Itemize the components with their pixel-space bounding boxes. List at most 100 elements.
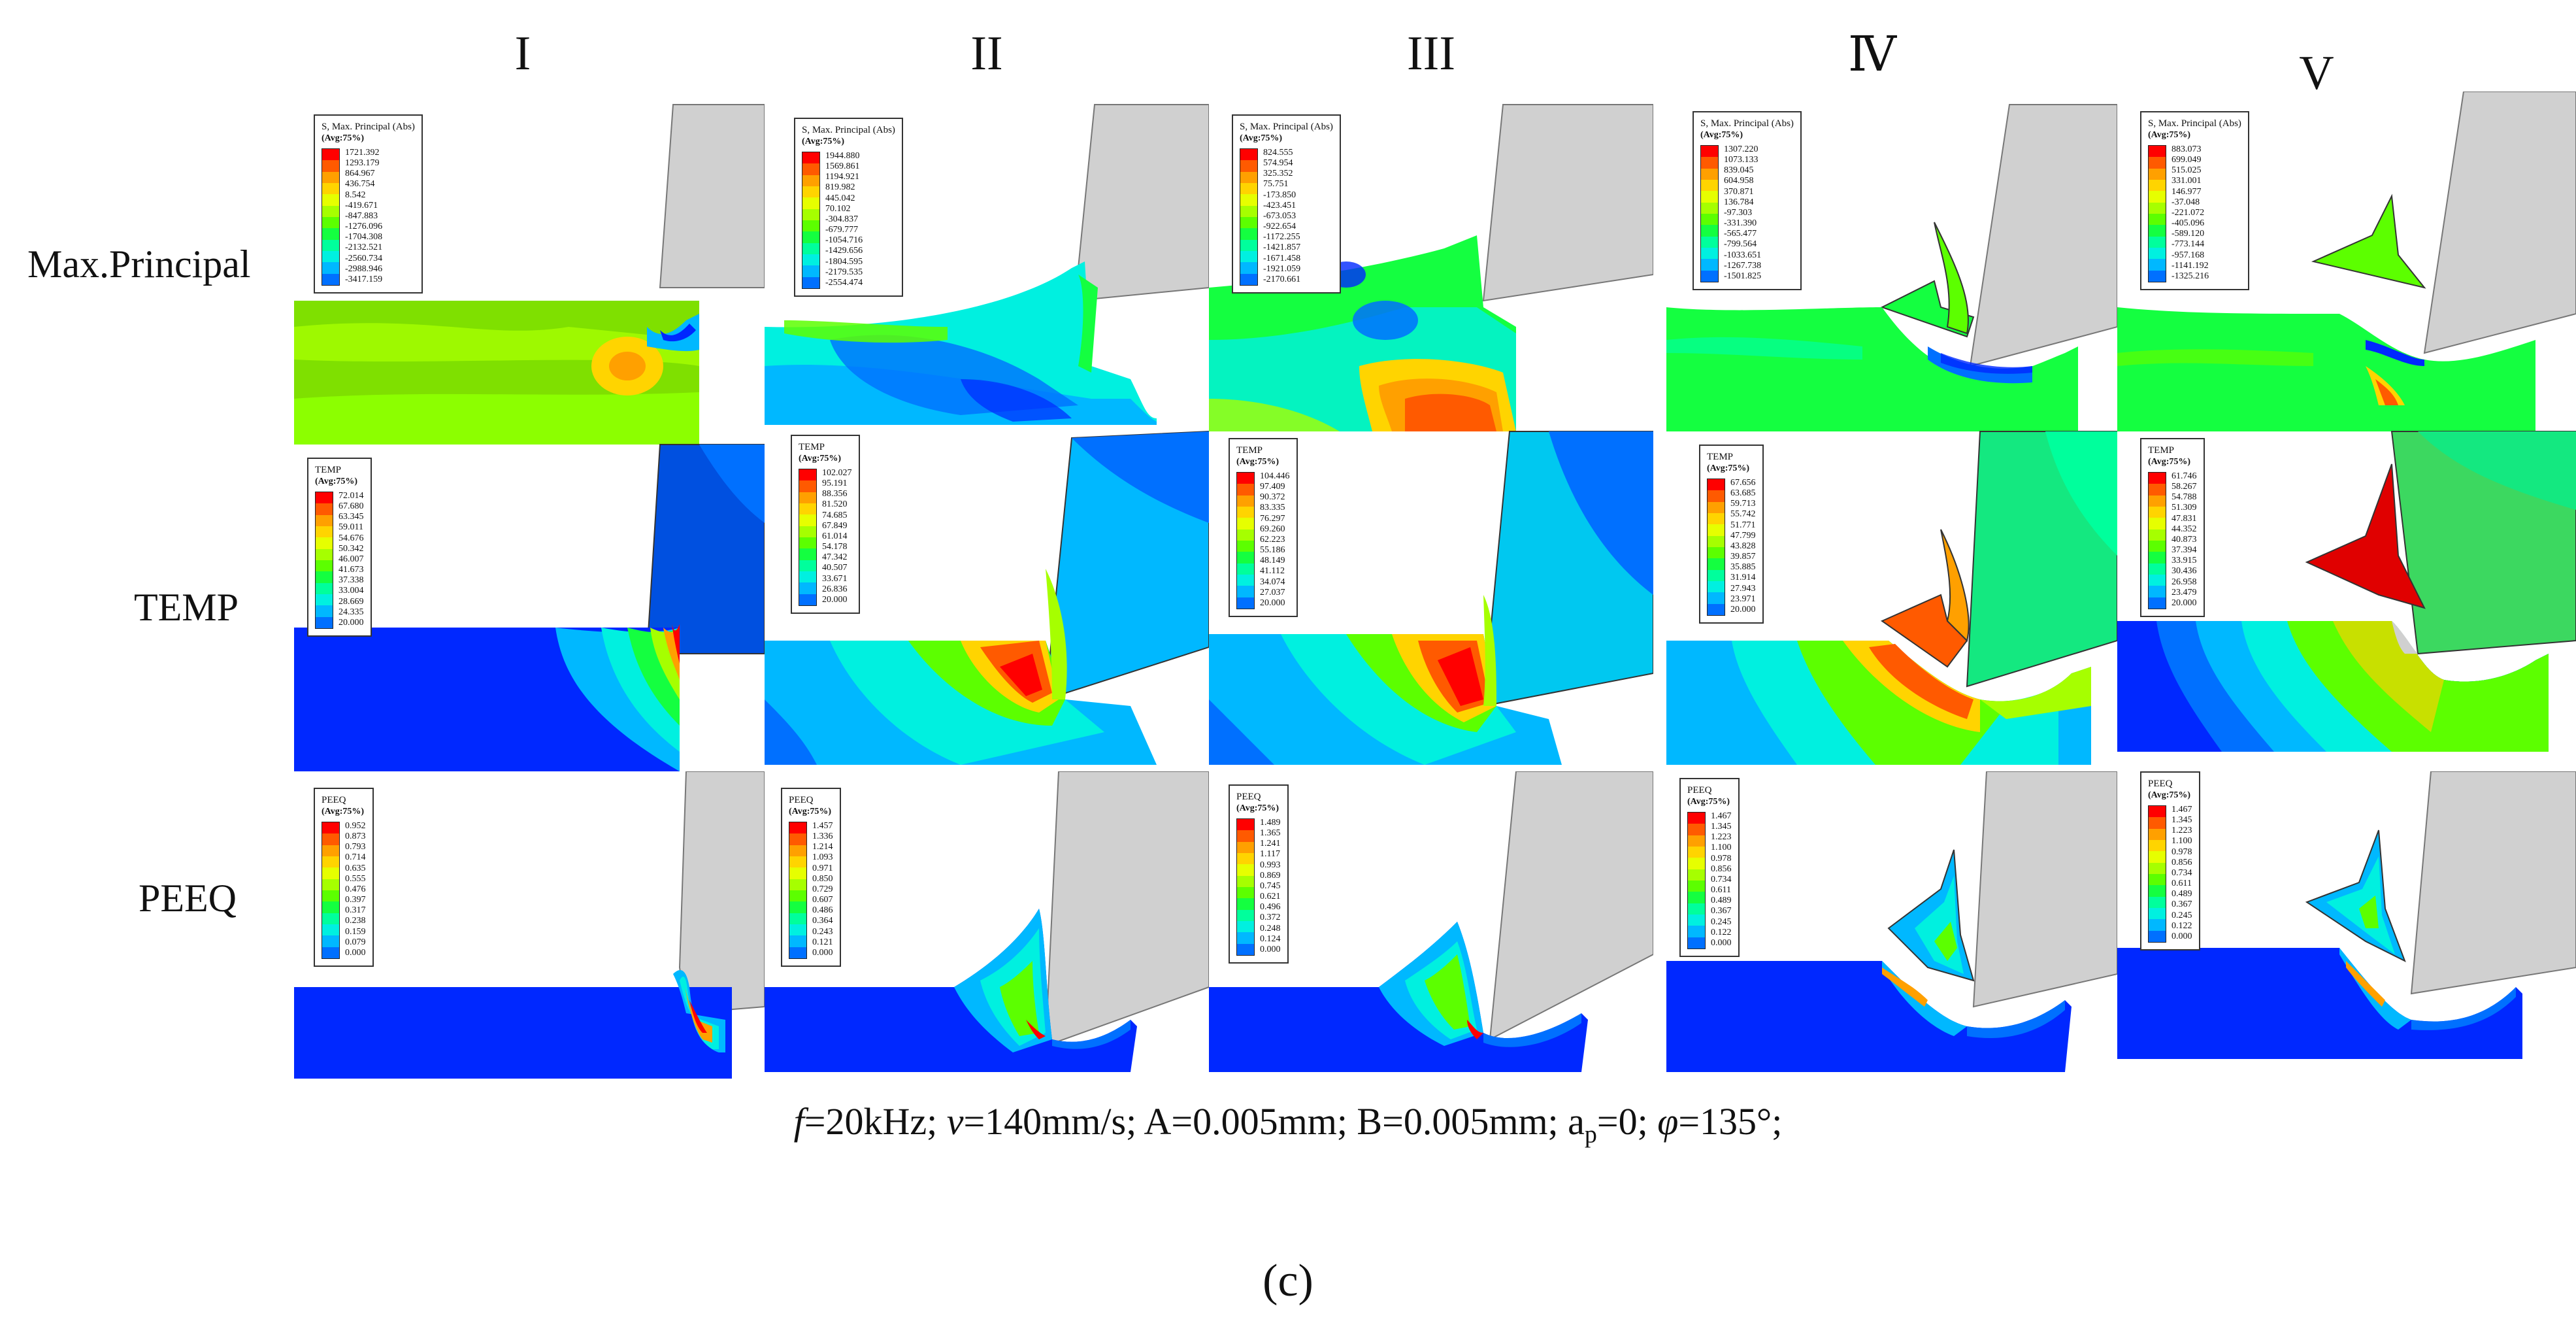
legend-value: -1804.595 (825, 256, 863, 267)
legend-value: 1307.220 (1724, 144, 1759, 154)
legend-color-band (2149, 518, 2166, 529)
legend-value: 20.000 (1260, 597, 1285, 608)
legend-value: 0.496 (1260, 902, 1281, 913)
legend-color-band (316, 594, 333, 606)
legend-value: -2132.521 (345, 243, 383, 253)
legend-color-band (1237, 529, 1254, 541)
legend-color-band (1240, 205, 1257, 217)
legend-color-band (789, 879, 806, 890)
legend-title: PEEQ (789, 795, 814, 805)
legend-value: 90.372 (1260, 492, 1285, 503)
legend-value: 325.352 (1263, 169, 1293, 179)
legend-value: 62.223 (1260, 534, 1285, 545)
legend-color-band (1708, 479, 1725, 491)
legend-color-band (789, 935, 806, 947)
legend-color-band (322, 194, 339, 206)
legend-colorbar (789, 822, 807, 959)
caption-f-symbol: f (793, 1100, 804, 1143)
maxp-legend-5: S, Max. Principal (Abs) (Avg:75%) 883.073 6… (2140, 111, 2249, 290)
legend-value: -1421.857 (1263, 243, 1301, 253)
legend-value: 48.149 (1260, 556, 1285, 566)
legend-value: -423.451 (1263, 200, 1296, 210)
legend-color-band (789, 833, 806, 845)
legend-color-band (1708, 512, 1725, 525)
legend-value: 1721.392 (345, 148, 380, 158)
legend-color-band (2149, 919, 2166, 931)
legend-title: S, Max. Principal (Abs) (2148, 118, 2241, 129)
legend-color-band (1708, 501, 1725, 513)
legend-color-band (1237, 886, 1254, 899)
legend-value: 1194.921 (825, 172, 859, 182)
legend-value: 0.372 (1260, 913, 1281, 923)
legend-value: -331.390 (1724, 218, 1757, 229)
legend-value: 37.394 (2171, 545, 2197, 556)
legend-color-band (802, 163, 819, 175)
legend-value: 1.100 (1711, 843, 1732, 853)
legend-value: 1.241 (1260, 839, 1281, 849)
legend-value: 55.742 (1730, 509, 1756, 520)
legend-color-band (2149, 529, 2166, 541)
legend-title: S, Max. Principal (Abs) (1700, 118, 1794, 129)
legend-color-band (322, 250, 339, 263)
legend-value: 0.000 (345, 947, 366, 958)
legend-color-band (322, 216, 339, 229)
maxp-legend-4: S, Max. Principal (Abs) (Avg:75%) 1307.220… (1693, 111, 1802, 290)
legend-color-band (2149, 270, 2166, 282)
legend-color-band (322, 845, 339, 856)
legend-color-band (1240, 194, 1257, 206)
legend-value: 41.112 (1260, 566, 1285, 577)
legend-colorbar (1236, 818, 1255, 956)
legend-value: 0.952 (345, 821, 366, 831)
legend-color-band (1701, 213, 1718, 226)
legend-color-band (802, 231, 819, 243)
legend-value: 1.489 (1260, 818, 1281, 828)
legend-value: 33.004 (339, 586, 364, 596)
legend-value: -2560.734 (345, 253, 383, 263)
temp-panel-1 (294, 438, 765, 771)
legend-color-band (802, 197, 819, 209)
legend-color-band (1688, 880, 1705, 892)
legend-value: 47.342 (822, 552, 848, 563)
legend-value: 0.000 (1260, 944, 1281, 954)
legend-value: 0.856 (1711, 864, 1732, 874)
legend-color-band (799, 526, 816, 537)
legend-value: -1429.656 (825, 246, 863, 256)
legend-value: 0.856 (2171, 857, 2192, 867)
legend-color-band (322, 273, 339, 285)
legend-color-band (2149, 806, 2166, 818)
legend-title: TEMP (1707, 452, 1734, 462)
legend-color-band (1237, 898, 1254, 910)
legend-color-band (1701, 202, 1718, 214)
legend-color-band (322, 822, 339, 834)
legend-value: 1.214 (812, 842, 833, 852)
legend-color-band (1240, 228, 1257, 240)
legend-value: 0.793 (345, 842, 366, 852)
legend-value: 1944.880 (825, 151, 860, 161)
legend-value: 136.784 (1724, 197, 1754, 207)
legend-value: 40.507 (822, 563, 848, 573)
legend-color-band (322, 149, 339, 161)
legend-value: 76.297 (1260, 513, 1285, 524)
legend-averaging: (Avg:75%) (1700, 130, 1743, 140)
legend-value: 1073.133 (1724, 155, 1759, 165)
legend-value: 0.978 (1711, 853, 1732, 864)
legend-value: 0.248 (1260, 923, 1281, 933)
legend-color-band (1240, 160, 1257, 172)
legend-value: 23.479 (2171, 587, 2197, 597)
legend-color-band (789, 845, 806, 856)
legend-color-band (1237, 495, 1254, 507)
legend-value: 1.223 (2171, 826, 2192, 836)
peeq-legend-3: PEEQ (Avg:75%) 1.489 1.365 1.241 1.117 0.993 0.… (1229, 784, 1289, 964)
legend-color-band (316, 526, 333, 538)
legend-color-band (1688, 914, 1705, 926)
legend-value: 0.729 (812, 884, 833, 894)
legend-color-band (1237, 473, 1254, 484)
legend-color-band (2149, 225, 2166, 237)
legend-value: 44.352 (2171, 524, 2197, 534)
legend-color-band (2149, 236, 2166, 248)
legend-averaging: (Avg:75%) (315, 477, 358, 486)
legend-color-band (802, 220, 819, 232)
legend-color-band (799, 514, 816, 526)
legend-color-band (799, 480, 816, 492)
legend-color-band (799, 548, 816, 560)
